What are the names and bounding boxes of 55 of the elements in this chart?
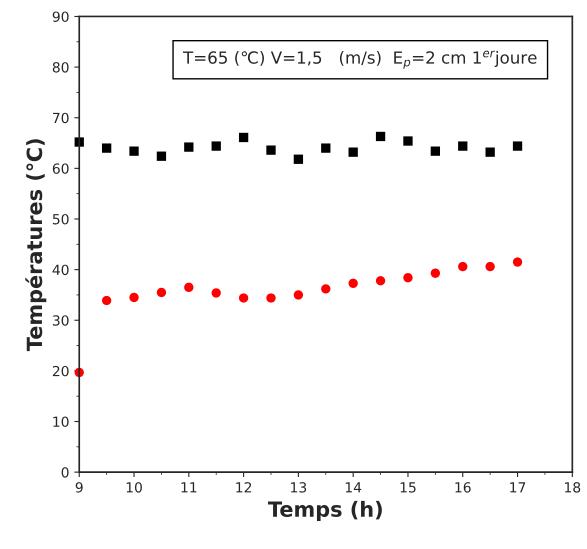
point: [156, 152, 166, 161]
point: [102, 143, 112, 153]
x-tick-label: 14: [346, 482, 362, 492]
y-tick-label: 60: [52, 163, 69, 174]
x-axis-title: Temps (h): [268, 500, 382, 522]
point: [403, 136, 413, 146]
point: [212, 288, 221, 298]
x-tick-label: 16: [455, 482, 471, 493]
point: [512, 257, 522, 267]
point: [485, 148, 495, 157]
point: [212, 141, 221, 151]
point: [512, 141, 522, 151]
x-tick-label: 9: [76, 482, 83, 493]
annotation: T=65 (℃) V=1,5 (m/s) E$_{p}$=2 cm 1$^{er}$joure: [183, 50, 537, 69]
y-tick-label: 0: [62, 467, 69, 478]
point: [238, 293, 248, 303]
y-tick-label: 10: [53, 416, 69, 427]
point: [430, 146, 440, 156]
point: [184, 282, 194, 292]
x-tick-label: 12: [236, 482, 252, 492]
point: [266, 145, 276, 155]
x-tick-label: 18: [565, 482, 580, 493]
point: [321, 143, 330, 153]
point: [294, 290, 304, 300]
point: [485, 262, 495, 272]
y-tick-label: 90: [52, 11, 69, 22]
point: [376, 276, 386, 286]
y-axis-title: Températures (℃): [25, 139, 46, 352]
point: [238, 132, 248, 142]
y-tick-label: 80: [52, 62, 69, 73]
point: [458, 262, 468, 272]
y-tick-label: 50: [52, 214, 69, 224]
x-tick-label: 15: [400, 482, 416, 493]
y-tick-label: 70: [52, 112, 69, 124]
point: [184, 142, 194, 152]
point: [348, 148, 358, 157]
point: [156, 288, 166, 298]
y-tick-label: 20: [52, 366, 69, 376]
y-tick-label: 40: [52, 264, 69, 276]
x-tick-label: 10: [126, 482, 142, 493]
x-tick-label: 13: [291, 482, 306, 493]
point: [458, 141, 468, 151]
point: [348, 278, 358, 288]
point: [294, 154, 304, 164]
point: [376, 132, 386, 142]
point: [102, 296, 112, 306]
x-tick-label: 17: [510, 482, 526, 492]
y-tick-label: 30: [52, 315, 69, 326]
x-tick-label: 11: [182, 482, 196, 492]
point: [266, 293, 276, 303]
point: [129, 292, 139, 302]
point: [403, 273, 413, 282]
point: [129, 146, 139, 156]
point: [321, 284, 330, 294]
point: [430, 268, 440, 278]
